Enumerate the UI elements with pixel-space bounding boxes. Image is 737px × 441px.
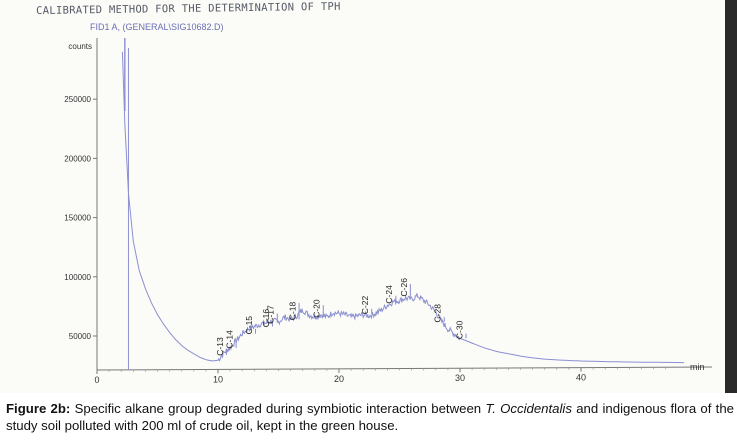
y-axis-label: counts [68, 42, 92, 51]
caption-label: Figure 2b: [6, 401, 71, 416]
x-axis [96, 366, 713, 371]
trace-line [121, 51, 684, 364]
peak-label: C-16 [261, 309, 271, 328]
chromatogram-trace [121, 38, 684, 370]
peak-label: C-26 [399, 278, 409, 297]
caption-text-2: and indigenous flora of the study soil p… [6, 401, 734, 433]
signal-label: FID1 A, (GENERAL\SIG10682.D) [90, 22, 224, 32]
x-tick-label: 40 [576, 373, 586, 383]
peak-label: C-24 [384, 285, 394, 304]
peak-labels: C-13 C-14 C-15 C-16C-17 C-18 C-20 C-22 C-24 C-26… [215, 278, 465, 356]
y-tick-label: 150000 [64, 214, 91, 223]
peak-label: C-20 [312, 299, 322, 318]
x-axis-label: min [690, 362, 705, 372]
figure-caption: Figure 2b: Specific alkane group degrade… [6, 400, 734, 434]
peak-label: C-30 [454, 320, 464, 339]
y-tick-label: 250000 [64, 95, 91, 104]
chromatogram-chart: counts 50000 100000 150000 200000 250000 0 10 20… [64, 38, 713, 385]
scan-border [725, 0, 737, 393]
y-tick-label: 200000 [64, 154, 91, 163]
peak-label: C-14 [225, 330, 235, 349]
peak-label: C-17 [266, 305, 276, 324]
y-tick-label: 100000 [64, 273, 91, 282]
peak-label: C-28 [433, 304, 443, 323]
peak-label: C-15 [244, 316, 254, 335]
axes: counts 50000 100000 150000 200000 250000 0 10 20… [64, 38, 713, 385]
caption-species: T. Occidentalis [485, 401, 572, 416]
peak-label: C-18 [287, 302, 297, 321]
x-tick-label: 0 [94, 375, 99, 385]
peak-label: C-22 [360, 296, 370, 315]
x-tick-label: 30 [455, 373, 465, 383]
x-tick-label: 20 [334, 374, 344, 384]
peak-label: C-13 [215, 337, 225, 356]
caption-text-1: Specific alkane group degraded during sy… [70, 401, 486, 416]
y-tick-label: 50000 [69, 332, 92, 341]
x-tick-label: 10 [213, 374, 223, 384]
chromatogram-scan: CALIBRATED METHOD FOR THE DETERMINATION … [36, 0, 737, 393]
